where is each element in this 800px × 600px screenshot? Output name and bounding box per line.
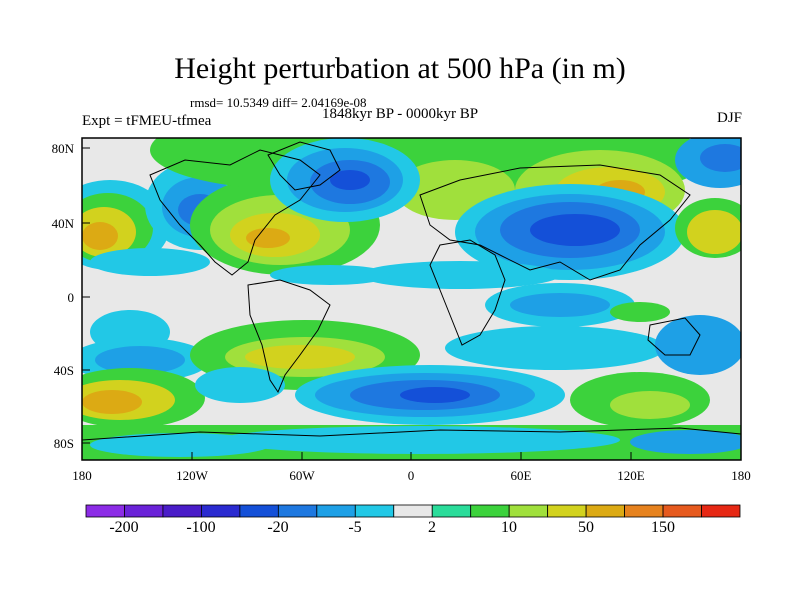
lon-label-0: 0 — [408, 468, 415, 483]
lon-label-60e: 60E — [511, 468, 532, 483]
lat-label-80s: 80S — [54, 436, 74, 451]
plot-title: Height perturbation at 500 hPa (in m) — [174, 52, 626, 85]
lat-label-40n: 40N — [52, 216, 75, 231]
lat-label-0: 0 — [68, 290, 75, 305]
colorbar-swatch — [662, 504, 702, 518]
colorbar-swatch — [239, 504, 279, 518]
lon-axis: 180 120W 60W 0 60E 120E 180 — [72, 452, 751, 483]
colorbar-swatch — [508, 504, 549, 518]
colorbar-swatch — [316, 504, 356, 518]
stats-label: rmsd= 10.5349 diff= 2.04169e-08 — [190, 95, 367, 110]
colorbar-swatch — [547, 504, 587, 518]
colorbar-label: 150 — [651, 519, 675, 536]
colorbar-swatch — [431, 504, 472, 518]
colorbar-swatch — [354, 504, 395, 518]
colorbar-label: -20 — [267, 519, 288, 536]
height-field — [82, 138, 741, 460]
colorbar-swatch — [470, 504, 510, 518]
colorbar — [85, 504, 741, 518]
colorbar-label: -200 — [109, 519, 138, 536]
colorbar-swatch — [124, 504, 164, 518]
colorbar-label: 50 — [578, 519, 594, 536]
lon-label-120e: 120E — [617, 468, 645, 483]
lon-label-120w: 120W — [176, 468, 209, 483]
colorbar-label: -5 — [348, 519, 361, 536]
experiment-label: Expt = tFMEU-tfmea — [82, 113, 212, 129]
lat-axis: 80N 40N 0 40S 80S — [52, 141, 90, 451]
colorbar-swatch — [162, 504, 202, 518]
season-label: DJF — [716, 110, 742, 126]
coastlines — [82, 141, 741, 441]
colorbar-swatch — [393, 504, 433, 518]
colorbar-swatch — [277, 504, 318, 518]
colorbar-swatch — [585, 504, 625, 518]
lon-label-60w: 60W — [289, 468, 315, 483]
lon-label-180e: 180 — [731, 468, 751, 483]
colorbar-label: 2 — [428, 519, 436, 536]
lat-label-80n: 80N — [52, 141, 75, 156]
lat-label-40s: 40S — [54, 363, 74, 378]
colorbar-swatch — [201, 504, 241, 518]
colorbar-swatch — [624, 504, 664, 518]
colorbar-swatch — [701, 504, 741, 518]
lon-label-180w: 180 — [72, 468, 92, 483]
colorbar-label: 10 — [501, 519, 517, 536]
colorbar-swatch — [85, 504, 125, 518]
colorbar-labels: -200 -100 -20 -5 2 10 50 150 — [109, 519, 675, 536]
colorbar-label: -100 — [186, 519, 215, 536]
period-label: 1848kyr BP - 0000kyr BP — [322, 106, 479, 122]
